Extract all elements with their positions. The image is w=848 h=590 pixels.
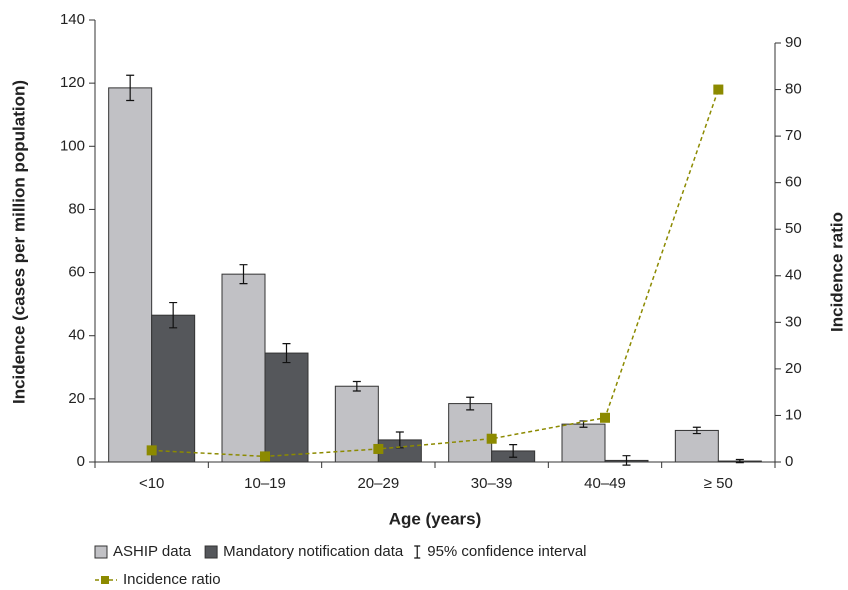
legend-label: 95% confidence interval (427, 543, 586, 560)
x-axis-title: Age (years) (389, 509, 482, 528)
x-tick-label: 10–19 (244, 475, 286, 492)
error-bar (735, 458, 744, 464)
y-tick-label: 20 (68, 390, 85, 407)
error-bar (126, 74, 135, 102)
y-tick-label: 60 (68, 264, 85, 281)
y2-tick-label: 90 (785, 34, 802, 51)
x-tick-label: ≥ 50 (704, 475, 733, 492)
x-tick-label: 40–49 (584, 475, 626, 492)
error-bar (169, 301, 178, 329)
y2-tick-label: 40 (785, 267, 802, 284)
y-tick-label: 80 (68, 200, 85, 217)
x-tick-label: 30–39 (471, 475, 513, 492)
bar (674, 429, 719, 463)
legend-swatch (94, 545, 108, 559)
y2-tick-label: 60 (785, 174, 802, 191)
error-bar (466, 396, 475, 411)
error-bar (282, 343, 291, 364)
y-tick-label: 40 (68, 327, 85, 344)
y2-tick-label: 70 (785, 127, 802, 144)
legend-label: Mandatory notification data (223, 543, 404, 560)
y-tick-label: 120 (60, 74, 85, 91)
error-bar (352, 380, 361, 392)
legend-swatch (101, 576, 109, 584)
error-bar (239, 264, 248, 285)
error-bar (692, 426, 701, 435)
y-tick-label: 140 (60, 11, 85, 28)
x-tick-label: 20–29 (357, 475, 399, 492)
x-tick-label: <10 (139, 475, 164, 492)
y2-tick-label: 50 (785, 220, 802, 237)
ratio-marker (373, 443, 384, 454)
ratio-marker (260, 451, 270, 462)
ratio-line (151, 89, 720, 458)
ratio-marker (486, 433, 497, 444)
y2-tick-label: 30 (785, 313, 802, 330)
bar (264, 352, 309, 463)
y-axis-title: Incidence (cases per million population) (9, 80, 28, 404)
legend-label: ASHIP data (113, 543, 192, 560)
ratio-marker (713, 84, 724, 95)
bar (448, 403, 493, 463)
error-bar (622, 455, 631, 466)
ratio-marker (146, 445, 157, 456)
bar (221, 273, 266, 463)
error-bar (509, 444, 518, 458)
ratio-marker (600, 412, 610, 423)
legend-label: Incidence ratio (123, 571, 221, 588)
bar (151, 314, 196, 463)
y2-axis-title: Incidence ratio (827, 212, 846, 332)
y2-tick-label: 0 (785, 453, 793, 470)
y2-tick-label: 10 (785, 406, 802, 423)
y2-tick-label: 20 (785, 360, 802, 377)
bar (108, 87, 153, 463)
bar (561, 423, 606, 463)
y-tick-label: 100 (60, 137, 85, 154)
legend-swatch (204, 545, 218, 559)
legend-swatch (414, 545, 421, 559)
y2-tick-label: 80 (785, 81, 802, 98)
y-tick-label: 0 (77, 453, 85, 470)
